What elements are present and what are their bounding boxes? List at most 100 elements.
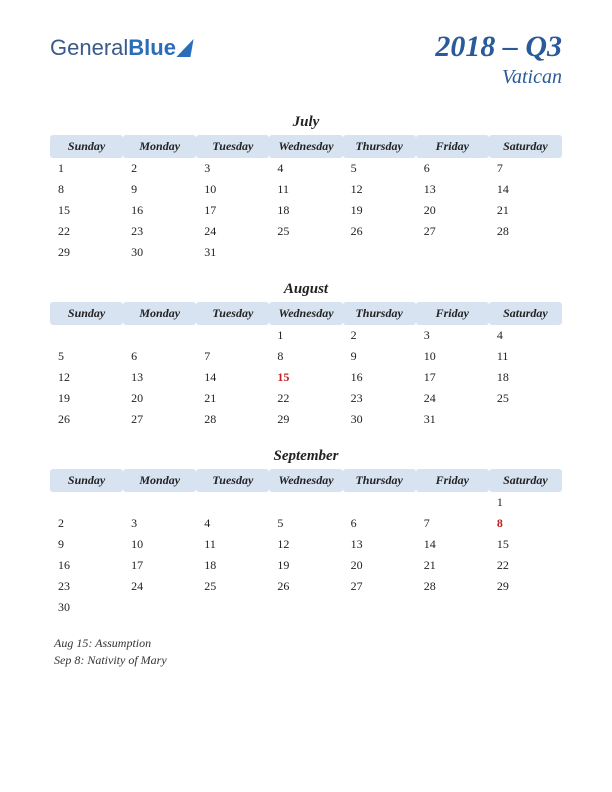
day-cell: 4: [489, 325, 562, 346]
month-block: July SundayMondayTuesdayWednesdayThursday…: [50, 114, 562, 263]
day-cell: 28: [416, 576, 489, 597]
day-header: Wednesday: [269, 135, 342, 158]
day-header: Saturday: [489, 135, 562, 158]
day-cell: 28: [196, 409, 269, 430]
empty-cell: [123, 597, 196, 618]
day-cell: 19: [343, 200, 416, 221]
holiday-notes: Aug 15: Assumption Sep 8: Nativity of Mar…: [50, 636, 562, 668]
day-cell: 27: [416, 221, 489, 242]
day-cell: 10: [123, 534, 196, 555]
day-cell: 1: [50, 158, 123, 179]
day-cell: 19: [50, 388, 123, 409]
day-cell: 20: [416, 200, 489, 221]
day-cell: 31: [196, 242, 269, 263]
holiday-note: Aug 15: Assumption: [54, 636, 562, 651]
logo: GeneralBlue: [50, 35, 192, 61]
day-cell: 13: [416, 179, 489, 200]
day-header: Thursday: [343, 302, 416, 325]
day-header: Monday: [123, 469, 196, 492]
day-cell: 29: [269, 409, 342, 430]
day-cell: 12: [269, 534, 342, 555]
day-cell: 26: [50, 409, 123, 430]
day-cell: 24: [196, 221, 269, 242]
day-cell: 21: [196, 388, 269, 409]
day-cell: 22: [269, 388, 342, 409]
day-cell: 1: [489, 492, 562, 513]
holiday-note: Sep 8: Nativity of Mary: [54, 653, 562, 668]
day-cell: 5: [50, 346, 123, 367]
day-cell: 13: [343, 534, 416, 555]
day-cell: 18: [196, 555, 269, 576]
day-header: Sunday: [50, 469, 123, 492]
day-cell: 17: [416, 367, 489, 388]
day-cell: 23: [123, 221, 196, 242]
day-cell: 6: [416, 158, 489, 179]
day-header: Sunday: [50, 135, 123, 158]
empty-cell: [489, 242, 562, 263]
day-cell: 12: [343, 179, 416, 200]
day-cell: 15: [489, 534, 562, 555]
day-cell: 8: [50, 179, 123, 200]
day-cell: 11: [196, 534, 269, 555]
day-cell: 2: [343, 325, 416, 346]
day-cell: 5: [343, 158, 416, 179]
day-cell: 4: [269, 158, 342, 179]
day-cell: 15: [269, 367, 342, 388]
empty-cell: [489, 409, 562, 430]
day-cell: 14: [489, 179, 562, 200]
day-cell: 3: [196, 158, 269, 179]
month-block: AugustSundayMondayTuesdayWednesdayThursd…: [50, 281, 562, 430]
logo-text-general: General: [50, 35, 128, 61]
day-cell: 20: [343, 555, 416, 576]
empty-cell: [269, 597, 342, 618]
day-cell: 27: [123, 409, 196, 430]
calendar-table: SundayMondayTuesdayWednesdayThursdayFrid…: [50, 302, 562, 430]
day-cell: 31: [416, 409, 489, 430]
day-cell: 24: [416, 388, 489, 409]
day-header: Monday: [123, 302, 196, 325]
day-cell: 14: [196, 367, 269, 388]
day-cell: 20: [123, 388, 196, 409]
day-cell: 7: [416, 513, 489, 534]
empty-cell: [416, 492, 489, 513]
day-cell: 17: [123, 555, 196, 576]
day-cell: 11: [489, 346, 562, 367]
day-header: Wednesday: [269, 469, 342, 492]
day-cell: 26: [269, 576, 342, 597]
day-cell: 25: [196, 576, 269, 597]
day-cell: 1: [269, 325, 342, 346]
day-header: Wednesday: [269, 302, 342, 325]
calendar-table: SundayMondayTuesdayWednesdayThursdayFrid…: [50, 135, 562, 263]
empty-cell: [343, 492, 416, 513]
day-cell: 17: [196, 200, 269, 221]
day-cell: 21: [489, 200, 562, 221]
empty-cell: [269, 242, 342, 263]
day-cell: 6: [123, 346, 196, 367]
day-header: Tuesday: [196, 469, 269, 492]
day-cell: 9: [123, 179, 196, 200]
day-cell: 27: [343, 576, 416, 597]
header: GeneralBlue 2018 – Q3 Vatican: [50, 30, 562, 89]
day-cell: 19: [269, 555, 342, 576]
day-cell: 7: [489, 158, 562, 179]
calendar-container: JulySundayMondayTuesdayWednesdayThursday…: [50, 114, 562, 618]
day-cell: 16: [50, 555, 123, 576]
day-header: Tuesday: [196, 302, 269, 325]
day-header: Friday: [416, 135, 489, 158]
day-cell: 10: [196, 179, 269, 200]
day-cell: 6: [343, 513, 416, 534]
day-cell: 4: [196, 513, 269, 534]
empty-cell: [123, 325, 196, 346]
day-cell: 18: [489, 367, 562, 388]
day-cell: 3: [416, 325, 489, 346]
day-header: Thursday: [343, 469, 416, 492]
day-cell: 25: [489, 388, 562, 409]
empty-cell: [269, 492, 342, 513]
month-name: September: [50, 448, 562, 465]
day-cell: 9: [343, 346, 416, 367]
empty-cell: [343, 242, 416, 263]
month-name: July: [50, 114, 562, 131]
page-title: 2018 – Q3: [435, 30, 562, 64]
day-cell: 26: [343, 221, 416, 242]
day-cell: 21: [416, 555, 489, 576]
